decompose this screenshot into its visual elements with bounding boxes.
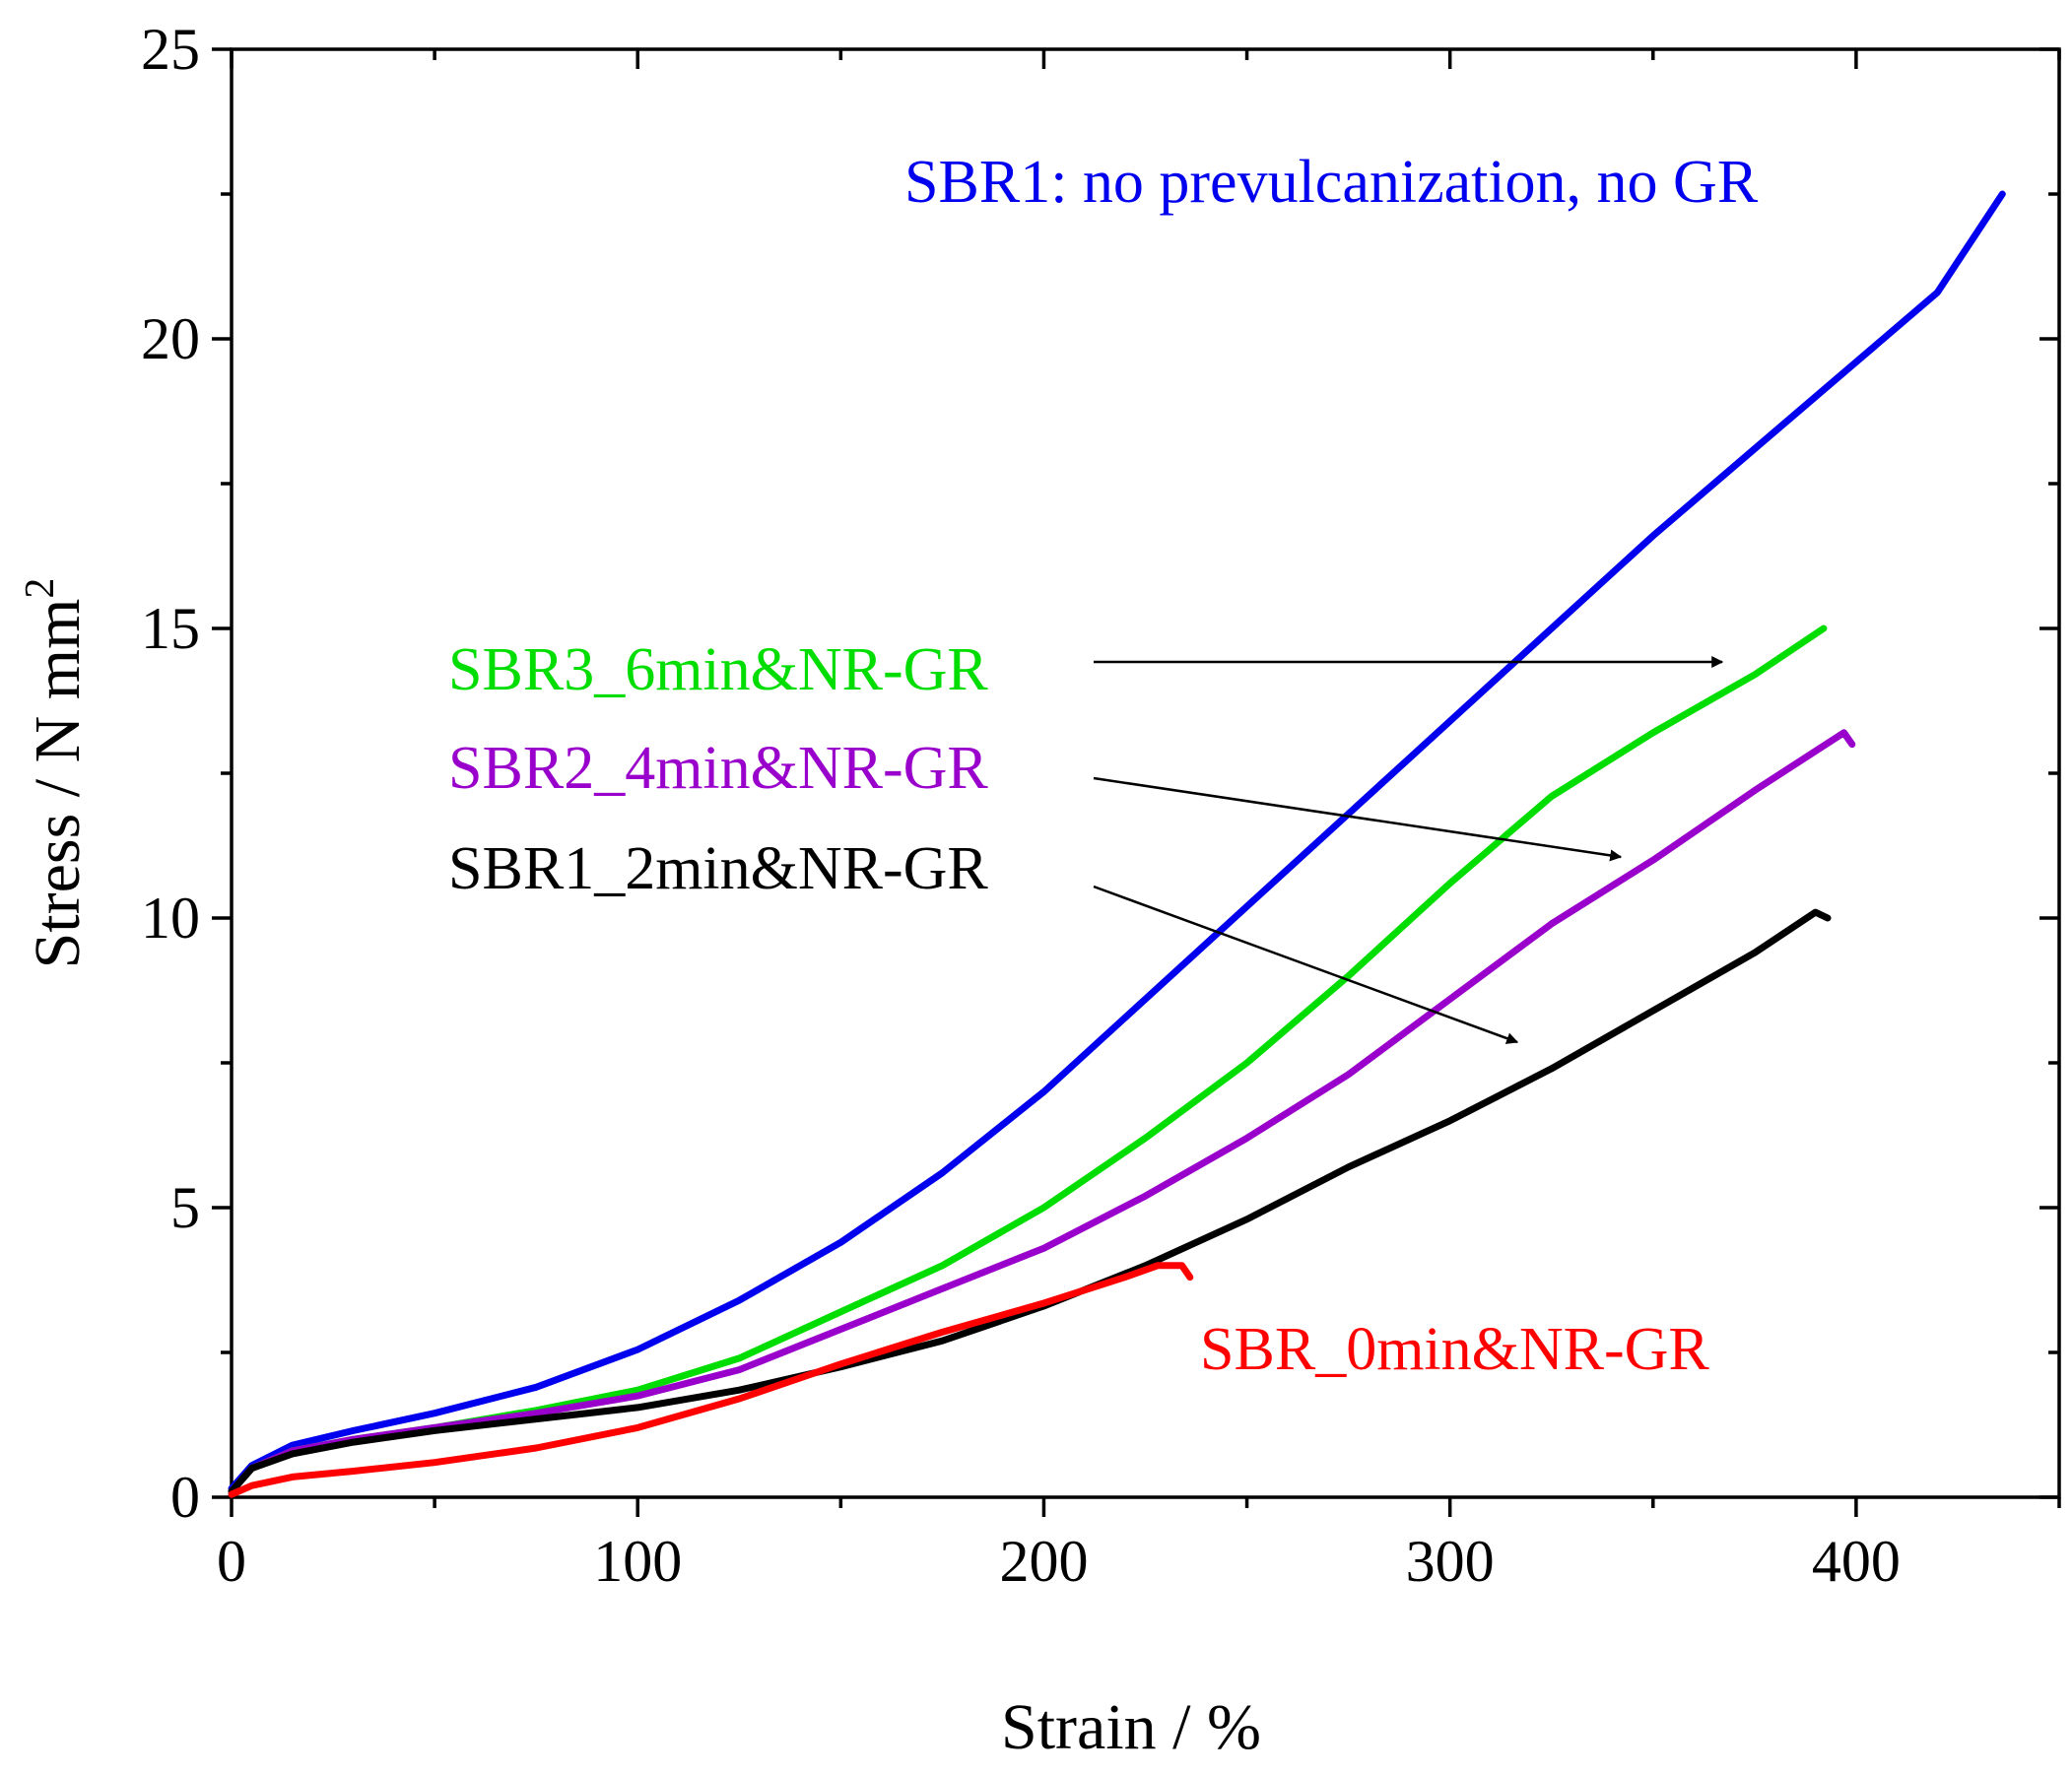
x-tick-label: 300 bbox=[1406, 1529, 1495, 1594]
x-tick-label: 400 bbox=[1812, 1529, 1901, 1594]
x-axis-title: Strain / % bbox=[1001, 1691, 1261, 1763]
y-tick-label: 20 bbox=[141, 306, 200, 371]
series-lines bbox=[228, 190, 2006, 1498]
y-tick-label: 5 bbox=[170, 1175, 200, 1240]
axis-ticks bbox=[212, 47, 2061, 1517]
series-label-5: SBR_0min&NR-GR bbox=[1200, 1316, 1709, 1383]
y-axis-title: Stress / N mm2 bbox=[18, 578, 94, 969]
series-line-4 bbox=[228, 908, 1832, 1495]
y-tick-label: 25 bbox=[141, 17, 200, 82]
x-tick-label: 200 bbox=[999, 1529, 1088, 1594]
y-tick-label: 0 bbox=[170, 1465, 200, 1530]
y-tick-label: 15 bbox=[141, 596, 200, 661]
y-axis-title-main: Stress / N mm bbox=[22, 599, 94, 969]
tick-labels: 0 100 200 300 400 0 5 10 15 20 25 bbox=[141, 17, 1901, 1594]
x-tick-label: 100 bbox=[593, 1529, 682, 1594]
annotation-arrow-3 bbox=[1093, 776, 1623, 862]
series-label-3: SBR2_4min&NR-GR bbox=[448, 735, 988, 802]
y-axis-title-superscript: 2 bbox=[18, 578, 63, 599]
series-line-5 bbox=[228, 1262, 1194, 1498]
series-label-1: SBR1: no prevulcanization, no GR bbox=[904, 149, 1759, 216]
y-tick-label: 10 bbox=[141, 886, 200, 951]
series-label-4: SBR1_2min&NR-GR bbox=[448, 835, 988, 902]
x-tick-label: 0 bbox=[217, 1529, 246, 1594]
annotation-arrow-4 bbox=[1093, 885, 1519, 1044]
series-label-2: SBR3_6min&NR-GR bbox=[448, 636, 988, 703]
series-annotations: SBR1: no prevulcanization, no GR SBR3_6mi… bbox=[448, 149, 1759, 1383]
series-line-1 bbox=[228, 190, 2006, 1492]
